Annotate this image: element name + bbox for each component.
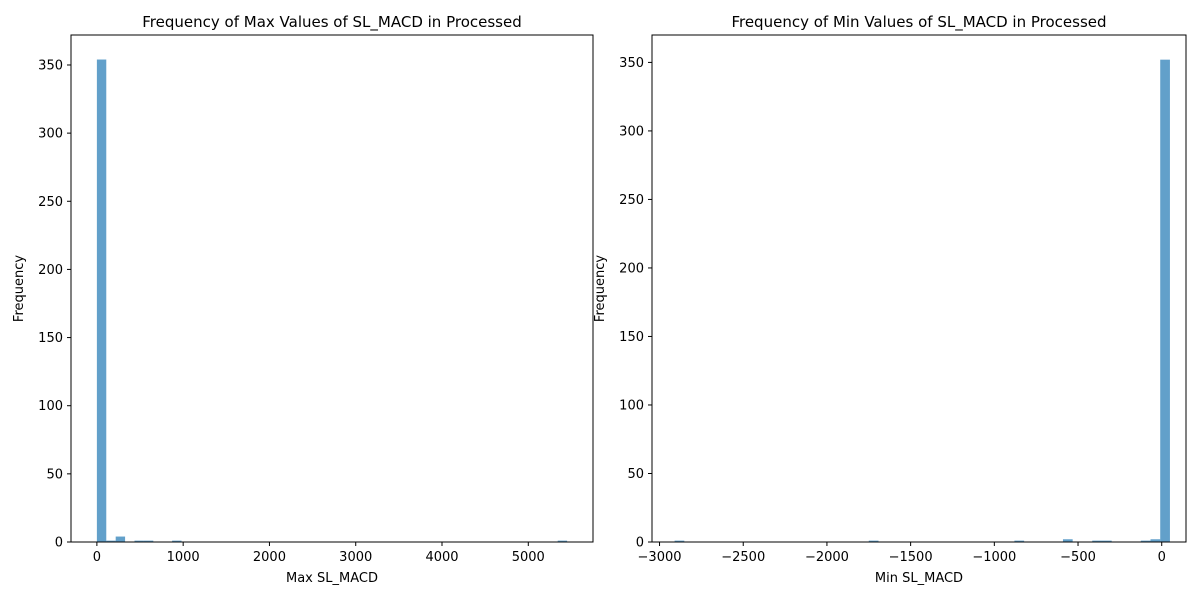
min-x-axis-label: Min SL_MACD <box>875 571 963 586</box>
max-x-tick-label: 2000 <box>253 550 286 565</box>
max-histogram-bar <box>557 540 568 542</box>
min-y-tick-label: 100 <box>619 398 644 413</box>
min-histogram-bar <box>1014 540 1025 542</box>
min-histogram-bar <box>868 540 879 542</box>
max-y-tick-label: 200 <box>38 263 63 278</box>
max-histogram-bar <box>134 540 144 542</box>
min-y-tick-label: 300 <box>619 124 644 139</box>
max-plot-frame <box>70 34 594 543</box>
max-histogram-bar <box>115 536 126 542</box>
min-histogram-bar <box>1140 540 1151 542</box>
min-x-tick-label: −2500 <box>721 550 765 565</box>
max-y-tick-label: 350 <box>38 58 63 73</box>
min-y-tick-label: 350 <box>619 56 644 71</box>
max-chart-title: Frequency of Max Values of SL_MACD in Pr… <box>142 13 521 32</box>
min-y-tick-label: 50 <box>627 467 644 482</box>
min-plot-frame <box>651 34 1187 543</box>
min-y-tick-label: 200 <box>619 261 644 276</box>
min-y-tick-label: 250 <box>619 193 644 208</box>
max-y-axis-label: Frequency <box>12 255 27 322</box>
max-histogram-bar <box>143 540 154 542</box>
max-x-tick-label: 3000 <box>339 550 372 565</box>
min-y-axis-label: Frequency <box>593 255 608 322</box>
min-y-tick-label: 0 <box>636 536 644 551</box>
max-y-tick-label: 50 <box>46 467 63 482</box>
max-y-tick-label: 100 <box>38 399 63 414</box>
max-y-tick-label: 150 <box>38 331 63 346</box>
max-y-tick-label: 0 <box>55 536 63 551</box>
min-histogram-bar <box>1092 540 1102 542</box>
max-x-tick-label: 0 <box>93 550 101 565</box>
max-x-tick-label: 4000 <box>425 550 458 565</box>
max-histogram-bar <box>96 59 107 542</box>
max-histogram-panel: 0 1000 2000 3000 4000 5000 0 50 100 150 200 250 300 3… <box>12 13 594 586</box>
min-x-tick-label: −1000 <box>972 550 1016 565</box>
min-x-tick-label: −2000 <box>805 550 849 565</box>
max-x-tick-label: 1000 <box>167 550 200 565</box>
min-x-tick-label: −1500 <box>889 550 933 565</box>
max-y-tick-label: 300 <box>38 127 63 142</box>
max-y-tick-label: 250 <box>38 195 63 210</box>
min-x-tick-label: 0 <box>1158 550 1166 565</box>
min-histogram-bar <box>674 540 685 542</box>
max-x-axis-label: Max SL_MACD <box>286 571 378 586</box>
max-x-tick-label: 5000 <box>512 550 545 565</box>
min-y-tick-label: 150 <box>619 330 644 345</box>
min-histogram-bar <box>1160 59 1170 542</box>
min-histogram-panel: −3000 −2500 −2000 −1500 −1000 −500 0 0 50 100 150 2… <box>593 13 1187 586</box>
min-x-tick-label: −3000 <box>638 550 682 565</box>
min-histogram-bar <box>1062 539 1073 542</box>
min-histogram-bar <box>1150 539 1161 542</box>
max-histogram-bar <box>172 540 182 542</box>
min-x-tick-label: −500 <box>1060 550 1096 565</box>
min-chart-title: Frequency of Min Values of SL_MACD in Pr… <box>731 13 1106 32</box>
min-histogram-bar <box>1101 540 1112 542</box>
max-histogram-bar <box>106 540 116 542</box>
